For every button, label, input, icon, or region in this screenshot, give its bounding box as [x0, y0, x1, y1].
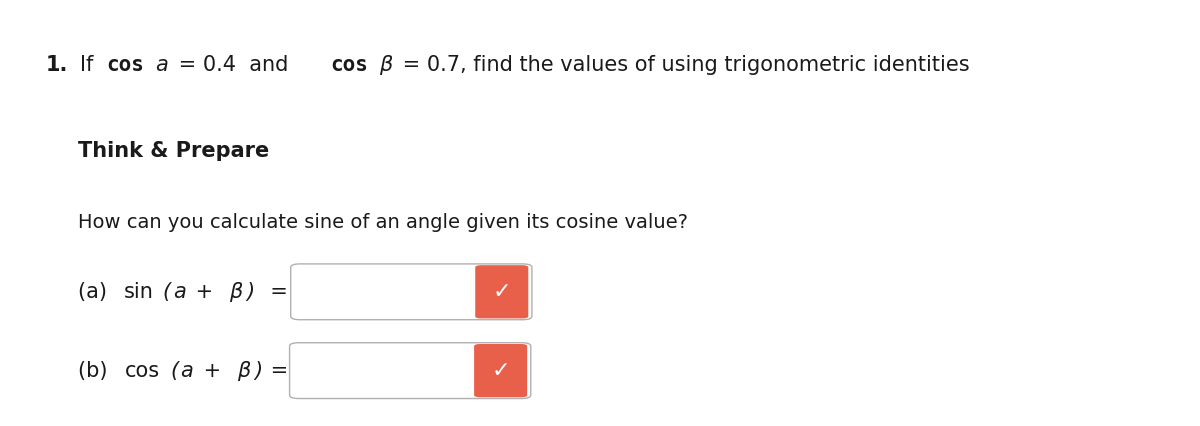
Text: +: +	[190, 282, 221, 302]
Text: = 0.7, find the values of using trigonometric identities: = 0.7, find the values of using trigonom…	[396, 55, 970, 75]
Text: =: =	[264, 361, 288, 380]
Text: (: (	[170, 361, 178, 380]
Text: ): )	[254, 361, 262, 380]
Text: = 0.4  and: = 0.4 and	[172, 55, 295, 75]
Text: (: (	[162, 282, 170, 302]
Text: cos: cos	[107, 55, 144, 75]
Text: ✓: ✓	[492, 282, 511, 302]
Text: (b): (b)	[78, 361, 114, 380]
Text: Think & Prepare: Think & Prepare	[78, 141, 269, 161]
Text: 1.: 1.	[46, 55, 68, 75]
FancyBboxPatch shape	[289, 343, 530, 399]
Text: ✓: ✓	[491, 361, 510, 380]
Text: cos: cos	[125, 361, 160, 380]
Text: ): )	[246, 282, 254, 302]
FancyBboxPatch shape	[475, 265, 528, 319]
Text: If: If	[80, 55, 101, 75]
Text: =: =	[257, 282, 288, 302]
Text: How can you calculate sine of an angle given its cosine value?: How can you calculate sine of an angle g…	[78, 213, 688, 232]
FancyBboxPatch shape	[474, 344, 527, 397]
Text: β: β	[229, 282, 242, 302]
Text: sin: sin	[124, 282, 154, 302]
Text: β: β	[379, 55, 392, 75]
FancyBboxPatch shape	[290, 264, 532, 320]
Text: a: a	[173, 282, 186, 302]
Text: (a): (a)	[78, 282, 114, 302]
Text: a: a	[180, 361, 193, 380]
Text: +: +	[197, 361, 228, 380]
Text: cos: cos	[330, 55, 368, 75]
Text: β: β	[236, 361, 250, 380]
Text: a: a	[155, 55, 168, 75]
